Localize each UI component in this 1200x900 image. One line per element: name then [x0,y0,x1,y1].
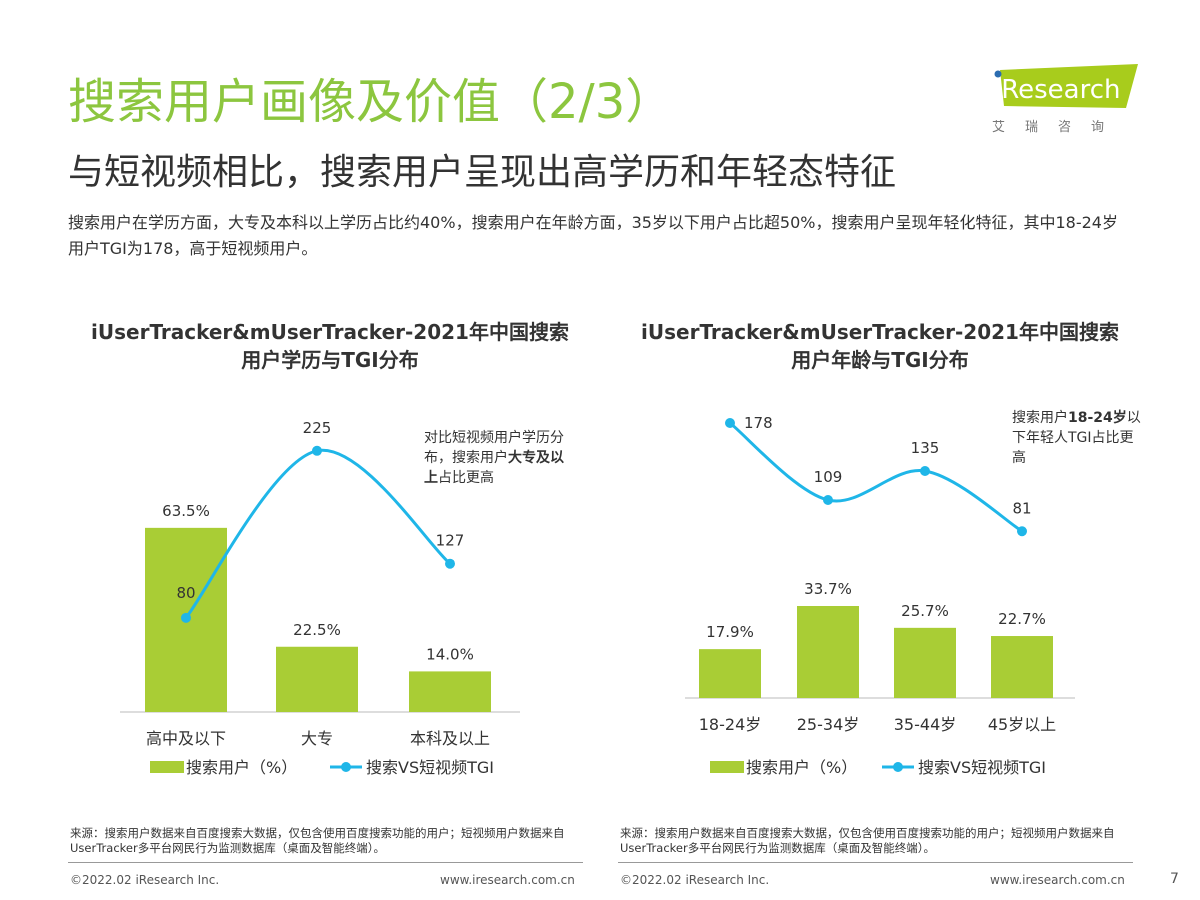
tgi-data-label: 127 [436,532,465,550]
tgi-data-label: 80 [176,584,195,602]
chart1-source: 来源：搜索用户数据来自百度搜索大数据，仅包含使用百度搜索功能的用户；短视频用户数… [70,826,565,855]
tgi-data-label: 178 [744,414,773,432]
bar [991,636,1053,698]
bar [699,649,761,698]
iresearch-logo: iResearch [994,64,1138,108]
legend-line-marker [893,762,903,772]
bar-data-label: 25.7% [901,602,949,620]
tgi-point [181,612,191,623]
chart2-source: 来源：搜索用户数据来自百度搜索大数据，仅包含使用百度搜索功能的用户；短视频用户数… [620,826,1115,855]
chart1-annotation: 对比短视频用户学历分布，搜索用户大专及以上占比更高 [424,430,564,486]
bar-data-label: 63.5% [162,502,210,520]
bar-data-label: 33.7% [804,580,852,598]
description: 搜索用户在学历方面，大专及本科以上学历占比约40%，搜索用户在年龄方面，35岁以… [68,213,1118,258]
bar [409,671,491,712]
legend-bar-swatch [710,761,744,773]
tgi-point [823,495,833,506]
x-tick-label: 45岁以上 [988,715,1056,734]
chart2-title: iUserTracker&mUserTracker-2021年中国搜索 用户年龄… [600,318,1160,374]
bar [797,605,859,698]
tgi-data-label: 81 [1012,499,1031,517]
bar-data-label: 17.9% [706,623,754,641]
tgi-data-label: 135 [911,439,940,457]
bar-data-label: 22.7% [998,610,1046,628]
legend-bar-label: 搜索用户（%） [746,758,857,777]
page-number: 7 [1170,871,1179,887]
tgi-point [725,418,735,428]
legend-bar-label: 搜索用户（%） [186,758,297,777]
divider [68,862,583,863]
chart1-title-line2: 用户学历与TGI分布 [241,348,419,372]
page-subtitle: 与短视频相比，搜索用户呈现出高学历和年轻态特征 [68,152,897,193]
chart2-annotation: 搜索用户18-24岁以下年轻人TGI占比更高 [1012,410,1141,466]
x-tick-label: 本科及以上 [410,729,490,748]
bar [894,627,956,698]
x-tick-label: 大专 [301,729,333,748]
x-tick-label: 高中及以下 [146,729,226,748]
legend-line-marker [341,762,351,772]
x-tick-label: 18-24岁 [699,715,762,734]
chart2-title-line1: iUserTracker&mUserTracker-2021年中国搜索 [641,320,1119,344]
x-tick-label: 35-44岁 [894,715,957,734]
x-tick-label: 25-34岁 [797,715,860,734]
logo-subtext: 艾瑞咨询 [992,120,1125,135]
tgi-line [729,421,1023,533]
website-link[interactable]: www.iresearch.com.cn [990,873,1125,887]
bar [276,646,358,712]
legend-bar-swatch [150,761,184,773]
website-link[interactable]: www.iresearch.com.cn [440,873,575,887]
bar-data-label: 14.0% [426,645,474,663]
chart2-title-line2: 用户年龄与TGI分布 [791,348,969,372]
legend-line-label: 搜索VS短视频TGI [366,758,494,777]
tgi-point [445,558,455,569]
copyright: ©2022.02 iResearch Inc. [620,873,770,887]
logo-text: iResearch [994,75,1120,105]
tgi-data-label: 109 [814,468,843,486]
chart1-title: iUserTracker&mUserTracker-2021年中国搜索 用户学历… [50,318,610,374]
divider [618,862,1133,863]
page-title: 搜索用户画像及价值（2/3） [68,74,674,130]
legend-line-label: 搜索VS短视频TGI [918,758,1046,777]
bar-data-label: 22.5% [293,621,341,639]
tgi-point [920,465,930,476]
tgi-data-label: 225 [303,419,332,437]
copyright: ©2022.02 iResearch Inc. [70,873,220,887]
chart1-title-line1: iUserTracker&mUserTracker-2021年中国搜索 [91,320,569,344]
tgi-point [1017,526,1027,537]
tgi-point [312,445,322,456]
